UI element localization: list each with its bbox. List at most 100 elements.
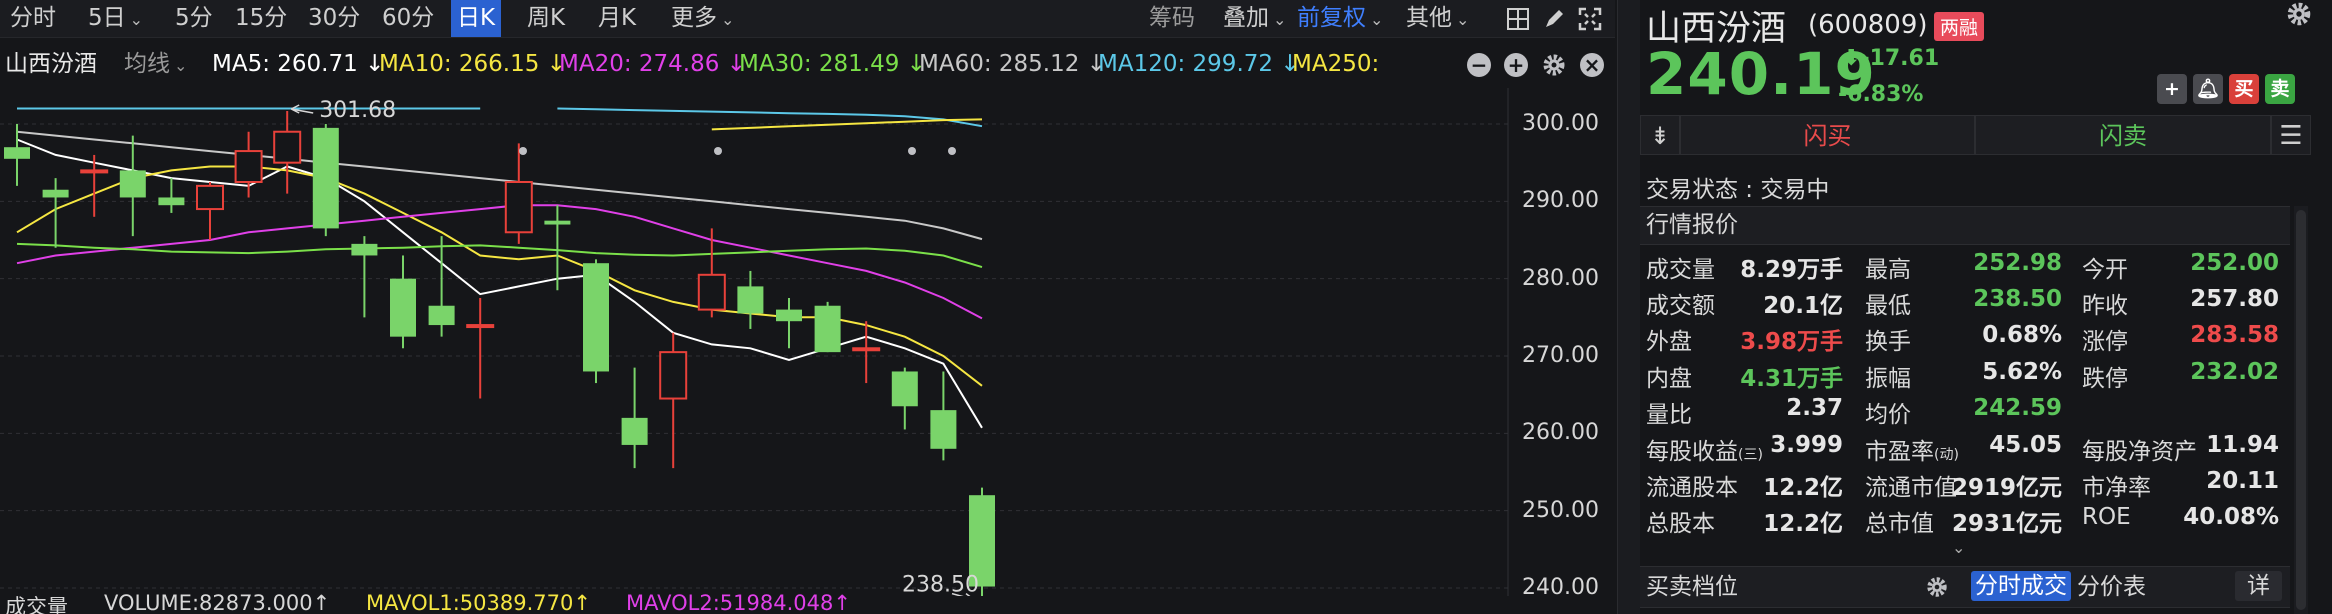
market-quote-title: 行情报价 [1646, 212, 1738, 238]
gear-icon[interactable] [1541, 52, 1567, 78]
quote-label: 内盘 [1646, 359, 1692, 393]
price-change-pct: -6.83% [1838, 82, 1924, 107]
candle-body-down [544, 220, 571, 225]
quote-label-text: 每股净资产 [2082, 439, 2197, 465]
chip-distribution-button[interactable]: 筹码 [1149, 5, 1195, 31]
quote-label: 成交额 [1646, 286, 1715, 320]
gear-icon[interactable] [1925, 575, 1949, 599]
ma250-label: MA250: [1292, 40, 1379, 88]
ma120-value: MA120: 299.72 [1098, 51, 1274, 77]
trade-status: 交易状态 : 交易中 [1646, 177, 1830, 203]
buy-button[interactable]: 买 [2229, 74, 2259, 104]
ma-line-ma20 [16, 204, 983, 320]
ma60-value: MA60: 285.12 [919, 51, 1080, 77]
indicator-label: 均线 [124, 51, 170, 77]
quote-label: ROE [2082, 504, 2131, 530]
mavol1-value: MAVOL1:50389.770↑ [366, 594, 591, 614]
period-tab-30min[interactable]: 30分 [308, 5, 361, 31]
scrollbar[interactable] [2294, 206, 2308, 614]
bell-alert-icon[interactable]: 🔔︎ [2193, 74, 2223, 104]
price-tick-label: 270.00 [1522, 343, 1599, 368]
period-tab-5day[interactable]: 5日 ⌄ [88, 0, 143, 37]
period-more-dropdown[interactable]: 更多 ⌄ [671, 0, 734, 37]
quote-label-text: 最低 [1865, 293, 1911, 319]
ma-line-ma250 [711, 118, 983, 131]
down-arrow-icon: ↓ [1086, 51, 1106, 77]
quote-value: 8.29万手 [1740, 257, 1843, 283]
quote-label: 跌停 [2082, 359, 2128, 393]
candle-body-down [158, 197, 185, 206]
period-tab-weekly[interactable]: 周K [527, 5, 566, 31]
candle-body-down [351, 243, 378, 256]
low-price-arrow [951, 592, 971, 596]
event-marker-dot [908, 147, 916, 155]
flash-buy-button[interactable]: 闪买 [1680, 115, 1975, 155]
indicator-dropdown[interactable]: 均线 ⌄ [124, 40, 187, 88]
expand-plus-icon[interactable]: + [1504, 53, 1528, 77]
chart-background [0, 88, 1615, 596]
add-watchlist-icon[interactable]: + [2157, 74, 2187, 104]
panel-divider[interactable] [1617, 0, 1640, 614]
ma250-value: MA250: [1292, 51, 1380, 77]
candle-body-up [852, 347, 881, 352]
market-quote-header: 行情报价 [1640, 206, 2290, 245]
flash-sell-button[interactable]: 闪卖 [1975, 115, 2271, 155]
margin-trading-badge: 两融 [1934, 12, 1985, 41]
quote-value: 2919亿元 [1951, 475, 2062, 501]
collapse-minus-icon[interactable]: − [1467, 53, 1491, 77]
quick-trade-bar: ⇟ 闪买 闪卖 ☰ [1640, 115, 2332, 155]
quote-label: 最低 [1865, 286, 1911, 320]
adjust-dropdown[interactable]: 前复权 ⌄ [1297, 0, 1383, 37]
quote-label-text: 市盈率 [1865, 439, 1934, 465]
kline-chart[interactable]: 301.68 238.50 [0, 88, 1615, 596]
quote-value: 252.00 [2190, 250, 2279, 276]
period-more-label: 更多 [671, 5, 717, 31]
tab-price-table[interactable]: 分价表 [2077, 574, 2146, 600]
price-tick-label: 260.00 [1522, 420, 1599, 446]
period-tab-15min[interactable]: 15分 [235, 5, 288, 31]
quote-label: 每股净资产 [2082, 432, 2197, 466]
period-tab-intraday[interactable]: 分时 [10, 5, 56, 31]
candle-body-up [466, 324, 495, 329]
period-tab-5min[interactable]: 5分 [175, 5, 213, 31]
close-icon[interactable]: × [1580, 53, 1604, 77]
gear-icon[interactable] [2285, 0, 2313, 28]
volume-panel-title[interactable]: 成交量 [5, 595, 68, 614]
grid-layout-icon[interactable] [1505, 6, 1531, 32]
period-tab-daily[interactable]: 日K [451, 0, 502, 37]
down-arrow-icon: ↓ [546, 51, 566, 77]
other-dropdown[interactable]: 其他 ⌄ [1406, 0, 1469, 37]
fullscreen-icon[interactable] [1577, 6, 1603, 32]
period-tab-monthly[interactable]: 月K [598, 5, 637, 31]
overlay-dropdown[interactable]: 叠加 ⌄ [1223, 0, 1286, 37]
detail-button[interactable]: 详 [2235, 571, 2282, 601]
sell-button[interactable]: 卖 [2265, 74, 2295, 104]
draw-pen-icon[interactable] [1541, 6, 1567, 32]
quote-value: 3.98万手 [1740, 329, 1843, 355]
tab-tick-trades[interactable]: 分时成交 [1971, 571, 2071, 601]
high-price-arrow [290, 104, 314, 114]
quote-value: 2931亿元 [1951, 511, 2062, 537]
quote-label: 昨收 [2082, 286, 2128, 320]
quote-value: 283.58 [2190, 322, 2279, 348]
event-marker-dot [714, 147, 722, 155]
stock-name: 山西汾酒 [1646, 9, 1787, 49]
quote-value: 5.62% [1982, 359, 2062, 385]
quote-label-text: 换手 [1865, 329, 1911, 355]
orderbook-title: 买卖档位 [1646, 574, 1738, 600]
quote-value: 3.999 [1770, 432, 1843, 458]
period-tab-60min[interactable]: 60分 [382, 5, 435, 31]
overlay-label: 叠加 [1223, 5, 1269, 31]
volume-value: VOLUME:82873.000↑ [104, 594, 331, 614]
quote-label-text: 内盘 [1646, 366, 1692, 392]
ma5-value: MA5: 260.71 [212, 51, 358, 77]
other-label: 其他 [1406, 5, 1452, 31]
candle-body-down [390, 278, 416, 337]
chevron-down-icon[interactable]: ⌄ [1952, 538, 1966, 557]
scrollbar-thumb[interactable] [2296, 210, 2306, 610]
ma10-label: MA10: 266.15 ↓ [379, 40, 566, 88]
menu-icon[interactable]: ☰ [2271, 115, 2311, 155]
candle-body-down [428, 305, 455, 326]
collapse-arrow-icon[interactable]: ⇟ [1640, 115, 1680, 155]
quote-label-text: 今开 [2082, 257, 2128, 283]
